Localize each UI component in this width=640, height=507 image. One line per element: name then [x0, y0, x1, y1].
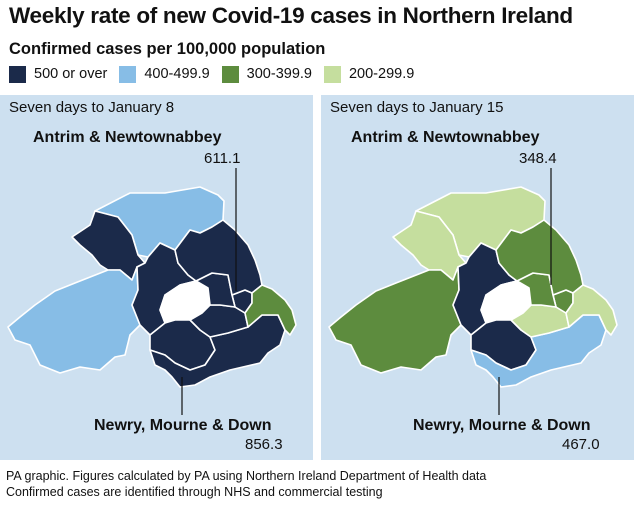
callout-value-antrim-newtownabbey: 611.1 [204, 150, 241, 167]
legend-label: 500 or over [34, 66, 108, 82]
legend-item: 200-299.9 [323, 65, 415, 83]
legend-swatch [119, 65, 137, 83]
footer: PA graphic. Figures calculated by PA usi… [6, 468, 486, 500]
legend-label: 400-499.9 [144, 66, 210, 82]
footer-note: Confirmed cases are identified through N… [6, 485, 383, 499]
legend-swatch [221, 65, 239, 83]
callout-name-antrim-newtownabbey: Antrim & Newtownabbey [33, 129, 222, 146]
legend-item: 300-399.9 [221, 65, 312, 83]
legend: 500 or over 400-499.9 300-399.9 200-299.… [9, 63, 426, 85]
region-ards-north-down [244, 284, 297, 336]
map-period-label: Seven days to January 8 [9, 99, 175, 116]
region-fermanagh-omagh [7, 266, 141, 374]
region-ards-north-down [565, 284, 618, 336]
callout-value-newry-mourne-down: 467.0 [562, 436, 600, 453]
footer-source: PA graphic. Figures calculated by PA usi… [6, 469, 487, 483]
callout-name-newry-mourne-down: Newry, Mourne & Down [94, 417, 272, 434]
map-panel-jan-15: Seven days to January 15 Antrim & Newtow… [321, 95, 634, 460]
callout-value-antrim-newtownabbey: 348.4 [519, 150, 557, 167]
legend-label: 200-299.9 [348, 66, 415, 82]
callout-value-newry-mourne-down: 856.3 [245, 436, 283, 453]
region-fermanagh-omagh [328, 266, 462, 374]
callout-name-antrim-newtownabbey: Antrim & Newtownabbey [351, 129, 540, 146]
page-title: Weekly rate of new Covid-19 cases in Nor… [9, 3, 573, 28]
map-period-label: Seven days to January 15 [330, 99, 504, 116]
map-svg [328, 168, 618, 415]
callout-name-newry-mourne-down: Newry, Mourne & Down [413, 417, 591, 434]
legend-title: Confirmed cases per 100,000 population [9, 40, 326, 58]
legend-swatch [9, 65, 26, 83]
legend-label: 300-399.9 [246, 66, 312, 82]
legend-item: 400-499.9 [119, 65, 210, 83]
legend-swatch [323, 65, 341, 83]
map-svg [7, 168, 297, 415]
map-panel-jan-8: Seven days to January 8 Antrim & Newtown… [0, 95, 313, 460]
legend-item: 500 or over [9, 65, 108, 83]
